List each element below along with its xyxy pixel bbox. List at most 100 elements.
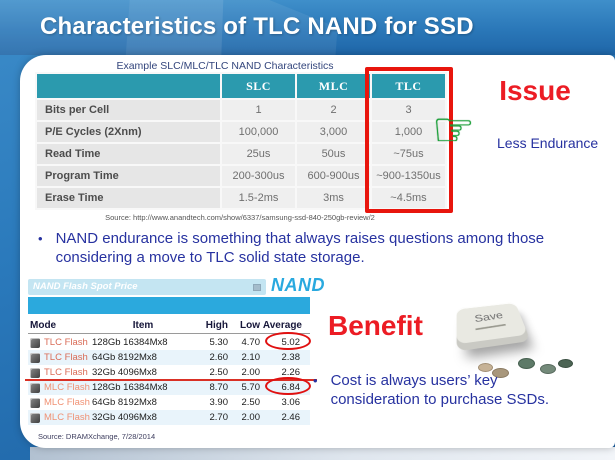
table-row: MLC Flash 32Gb 4096Mx8 2.70 2.00 2.46 [28, 410, 310, 425]
chart-icon [30, 337, 40, 348]
table-row: MLC Flash 64Gb 8192Mx8 3.90 2.50 3.06 [28, 395, 310, 410]
cell-tlc: ~4.5ms [372, 188, 445, 208]
cell-high: 2.50 [209, 367, 229, 378]
row-label: P/E Cycles (2Xnm) [37, 122, 220, 142]
price-table-header-divider [28, 333, 310, 334]
row-label: Read Time [37, 144, 220, 164]
cell-slc: 100,000 [222, 122, 295, 142]
header-high: High [205, 319, 228, 331]
bullet-dot: • [313, 373, 318, 388]
chart-icon [30, 382, 40, 393]
cell-mode: MLC Flash [44, 382, 90, 393]
cell-high: 2.60 [209, 352, 229, 363]
coin-icon [558, 359, 573, 368]
table-row: TLC Flash 32Gb 4096Mx8 2.50 2.00 2.26 [28, 365, 310, 380]
table-row: Read Time 25us 50us ~75us [37, 144, 445, 164]
table-row: Erase Time 1.5-2ms 3ms ~4.5ms [37, 188, 445, 208]
cell-low: 4.70 [241, 337, 261, 348]
char-table-col-mlc: MLC [297, 74, 370, 98]
chart-icon [30, 352, 40, 363]
cell-slc: 1 [222, 100, 295, 120]
cell-slc: 25us [222, 144, 295, 164]
char-table: SLC MLC TLC Bits per Cell 1 2 3 P/E Cycl… [35, 72, 447, 210]
coin-icon [478, 363, 493, 372]
cell-tlc: ~75us [372, 144, 445, 164]
row-label: Bits per Cell [37, 100, 220, 120]
cell-item: 128Gb 16384Mx8 [92, 337, 168, 348]
price-table-header: Mode Item High Low Average [28, 318, 310, 332]
coin-icon [492, 368, 509, 378]
cell-slc: 1.5-2ms [222, 188, 295, 208]
header-average: Average [262, 319, 302, 331]
chart-icon [30, 397, 40, 408]
cell-item: 64Gb 8192Mx8 [92, 352, 157, 363]
cell-low: 2.50 [241, 397, 261, 408]
row-label: Program Time [37, 166, 220, 186]
cell-mode: MLC Flash [44, 397, 90, 408]
header-mode: Mode [30, 319, 57, 331]
cell-mode: TLC Flash [44, 337, 88, 348]
char-table-source: Source: http://www.anandtech.com/show/63… [105, 213, 375, 222]
save-key-label: Save [473, 309, 505, 325]
cell-item: 32Gb 4096Mx8 [92, 367, 157, 378]
cell-item: 32Gb 4096Mx8 [92, 412, 157, 423]
cell-average: 2.46 [281, 412, 301, 423]
cell-mlc: 50us [297, 144, 370, 164]
benefit-heading: Benefit [328, 310, 423, 341]
cell-high: 3.90 [209, 397, 229, 408]
tlc-mlc-divider-line [25, 379, 317, 381]
price-table-source: Source: DRAMXchange, 7/28/2014 [38, 432, 156, 441]
char-table-header-row: SLC MLC TLC [37, 74, 445, 98]
slide-title: Characteristics of TLC NAND for SSD [40, 13, 474, 40]
issue-heading: Issue [499, 75, 571, 106]
pointing-hand-icon: ☞ [432, 104, 476, 157]
char-table-caption: Example SLC/MLC/TLC NAND Characteristics [116, 60, 334, 72]
save-key-groove [475, 323, 506, 331]
endurance-bullet-text: NAND endurance is something that always … [55, 230, 545, 266]
cell-mlc: 2 [297, 100, 370, 120]
endurance-bullet: • NAND endurance is something that alway… [38, 229, 594, 267]
cell-high: 5.30 [209, 337, 229, 348]
cell-high: 2.70 [209, 412, 229, 423]
content-panel: Example SLC/MLC/TLC NAND Characteristics… [20, 55, 615, 448]
cell-mode: TLC Flash [44, 367, 88, 378]
save-key-image: Save [456, 301, 531, 352]
tlc-column-highlight-box [365, 67, 453, 213]
cell-tlc: ~900-1350us [372, 166, 445, 186]
char-table-col-tlc: TLC [372, 74, 445, 98]
char-table-col-slc: SLC [222, 74, 295, 98]
price-widget-blue-bar [28, 297, 310, 314]
cell-tlc: 3 [372, 100, 445, 120]
chart-icon [30, 367, 40, 378]
coin-icon [518, 358, 535, 369]
table-row: P/E Cycles (2Xnm) 100,000 3,000 1,000 [37, 122, 445, 142]
window-icon [253, 284, 261, 291]
cost-bullet-text: Cost is always users’ key consideration … [330, 372, 550, 408]
cell-average: 2.38 [281, 352, 301, 363]
price-widget: NAND Flash Spot Price NAND Mode Item Hig… [25, 275, 325, 447]
highlight-circle-mlc-average [265, 377, 311, 395]
table-row: Bits per Cell 1 2 3 [37, 100, 445, 120]
issue-note: Less Endurance [497, 135, 599, 151]
highlight-circle-tlc-average [265, 332, 311, 350]
cell-mode: MLC Flash [44, 412, 90, 423]
cell-mlc: 600-900us [297, 166, 370, 186]
cell-item: 128Gb 16384Mx8 [92, 382, 168, 393]
cell-low: 2.10 [241, 352, 261, 363]
cell-mode: TLC Flash [44, 352, 88, 363]
bottom-strip [30, 447, 615, 460]
cell-high: 8.70 [209, 382, 229, 393]
cell-tlc: 1,000 [372, 122, 445, 142]
cell-average: 2.26 [281, 367, 301, 378]
cost-bullet: • Cost is always users’ key consideratio… [313, 371, 581, 409]
chart-icon [30, 412, 40, 423]
coin-icon [540, 364, 556, 374]
cell-low: 2.00 [241, 412, 261, 423]
cell-slc: 200-300us [222, 166, 295, 186]
coins-image [478, 352, 578, 378]
cell-item: 64Gb 8192Mx8 [92, 397, 157, 408]
table-row: Program Time 200-300us 600-900us ~900-13… [37, 166, 445, 186]
table-row: TLC Flash 64Gb 8192Mx8 2.60 2.10 2.38 [28, 350, 310, 365]
cell-low: 2.00 [241, 367, 261, 378]
